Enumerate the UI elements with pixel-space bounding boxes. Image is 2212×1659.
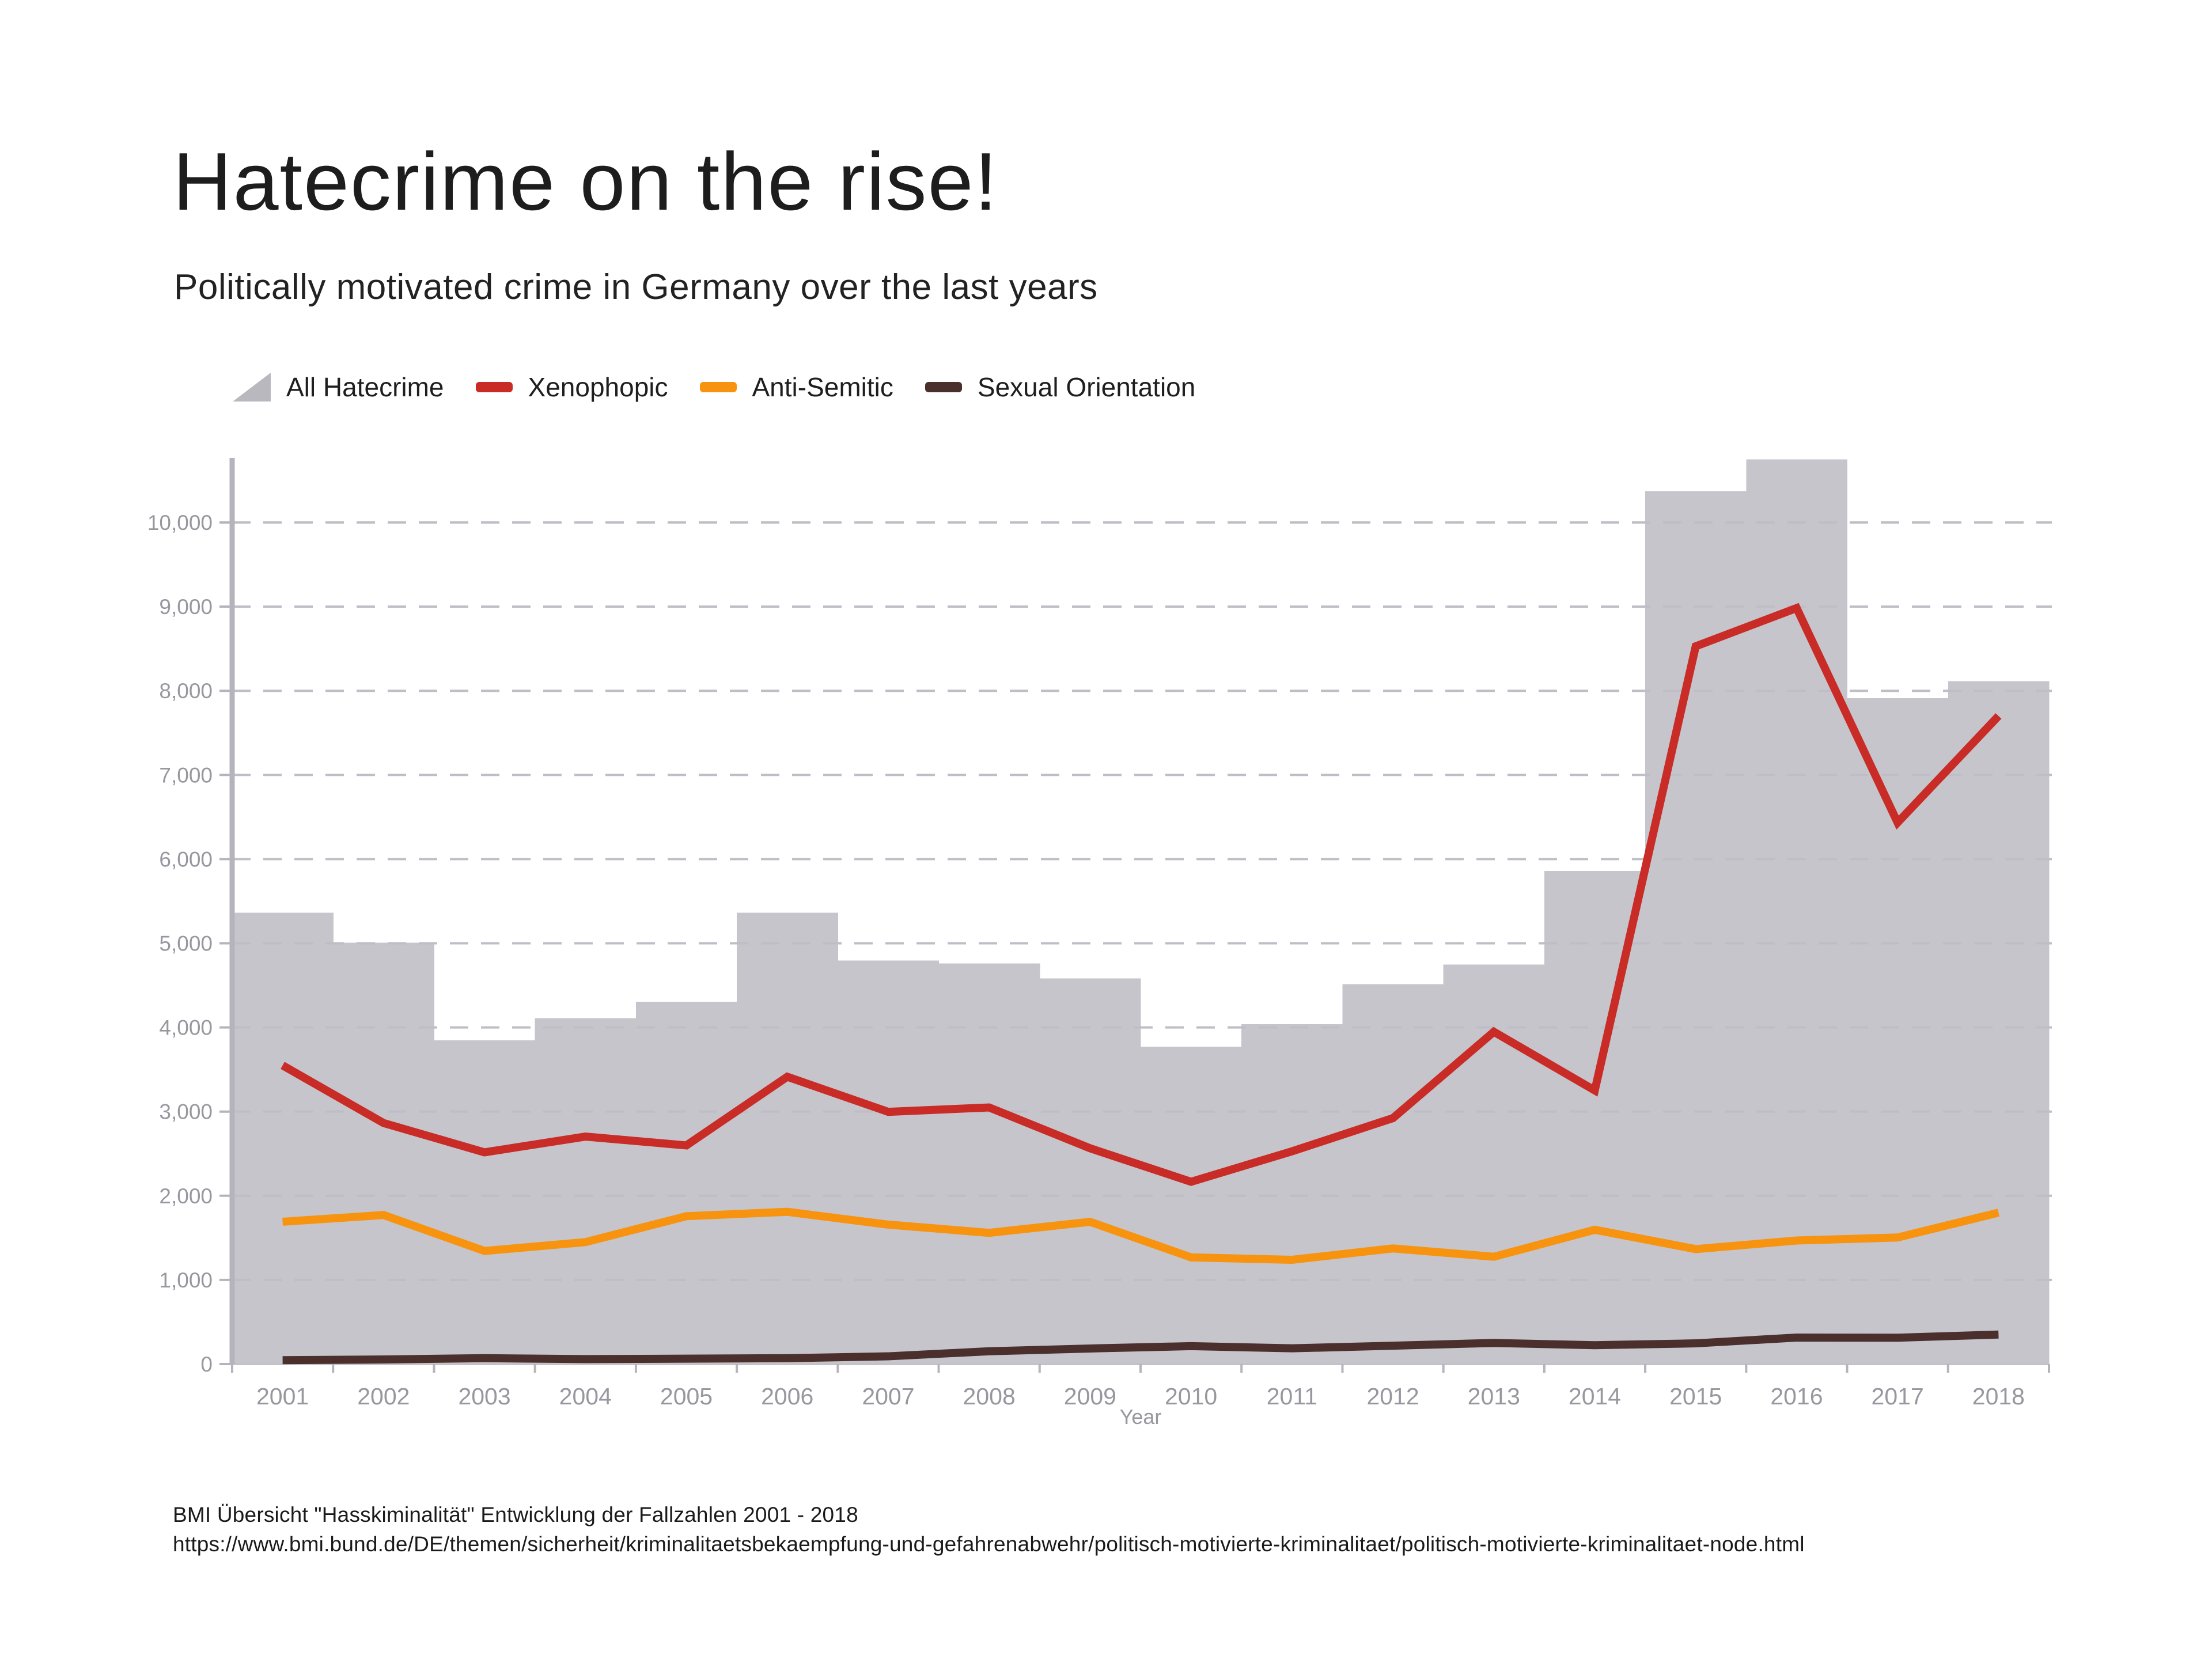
bar-2002 — [333, 942, 435, 1364]
anti-semitic-line — [282, 1207, 2000, 1264]
svg-text:2009: 2009 — [1064, 1383, 1116, 1410]
bar-2010 — [1141, 1047, 1242, 1364]
svg-text:2012: 2012 — [1366, 1383, 1419, 1410]
svg-text:2003: 2003 — [458, 1383, 510, 1410]
bar-2013 — [1443, 964, 1545, 1364]
sexual-orientation-line — [282, 1330, 1999, 1365]
source-line-1: BMI Übersicht "Hasskiminalität" Entwickl… — [173, 1503, 858, 1527]
legend-label-anti-semitic: Anti-Semitic — [752, 372, 893, 402]
legend-item-all-hatecrime: All Hatecrime — [233, 372, 444, 403]
legend-item-anti-semitic: Anti-Semitic — [699, 372, 893, 403]
bar-2011 — [1241, 1024, 1343, 1364]
svg-text:7,000: 7,000 — [159, 763, 213, 787]
y-axis-labels: 0 1,000 2,000 3,000 4,000 5,000 6,000 7,000 8,00… — [147, 511, 213, 1376]
svg-text:2008: 2008 — [963, 1383, 1016, 1410]
area-triangle-icon — [233, 373, 271, 402]
svg-text:5,000: 5,000 — [159, 932, 213, 956]
bar-2016 — [1746, 459, 1848, 1364]
svg-text:6,000: 6,000 — [159, 847, 213, 871]
svg-text:10,000: 10,000 — [147, 511, 213, 535]
svg-text:2,000: 2,000 — [159, 1184, 213, 1208]
svg-text:2016: 2016 — [1770, 1383, 1823, 1410]
svg-text:3,000: 3,000 — [159, 1100, 213, 1124]
bar-2012 — [1342, 984, 1444, 1364]
bar-2009 — [1039, 978, 1141, 1364]
svg-text:1,000: 1,000 — [159, 1268, 213, 1292]
svg-text:0: 0 — [200, 1353, 213, 1376]
line-swatch-icon — [925, 382, 962, 392]
xenophopic-line — [281, 603, 2002, 1186]
page-subtitle: Politically motivated crime in Germany o… — [174, 267, 1098, 307]
bar-2007 — [838, 960, 940, 1364]
svg-text:8,000: 8,000 — [159, 679, 213, 703]
all-hatecrime-bars — [232, 459, 2050, 1365]
svg-text:2018: 2018 — [1972, 1383, 2025, 1410]
bar-2008 — [938, 963, 1040, 1364]
hatecrime-chart: 0 1,000 2,000 3,000 4,000 5,000 6,000 7,000 8,00… — [147, 458, 2052, 1429]
legend-label-all-hatecrime: All Hatecrime — [286, 372, 444, 402]
bar-2015 — [1645, 491, 1747, 1365]
svg-text:2001: 2001 — [256, 1383, 309, 1410]
x-axis-title: Year — [1120, 1405, 1162, 1429]
bar-2006 — [737, 912, 838, 1364]
legend-item-sexual-orientation: Sexual Orientation — [925, 372, 1195, 403]
svg-text:2005: 2005 — [660, 1383, 713, 1410]
bar-2003 — [434, 1040, 536, 1364]
legend-label-xenophopic: Xenophopic — [528, 372, 668, 402]
gridlines — [232, 521, 2052, 1281]
x-axis-labels: 2001 2002 2003 2004 2005 2006 2007 2008 2009 2010… — [256, 1383, 2025, 1410]
svg-text:2002: 2002 — [357, 1383, 410, 1410]
svg-text:2006: 2006 — [761, 1383, 813, 1410]
line-swatch-icon — [475, 382, 513, 392]
bar-2004 — [535, 1018, 637, 1364]
svg-text:2017: 2017 — [1872, 1383, 1924, 1410]
line-swatch-icon — [699, 382, 737, 392]
source-note: BMI Übersicht "Hasskiminalität" Entwickl… — [173, 1500, 1805, 1559]
svg-text:2015: 2015 — [1669, 1383, 1722, 1410]
svg-text:2007: 2007 — [862, 1383, 914, 1410]
legend-item-xenophopic: Xenophopic — [475, 372, 668, 403]
bar-2001 — [232, 912, 334, 1364]
bar-2017 — [1847, 698, 1949, 1364]
bar-2005 — [635, 1001, 737, 1364]
svg-text:2010: 2010 — [1165, 1383, 1217, 1410]
source-line-2: https://www.bmi.bund.de/DE/themen/sicher… — [173, 1532, 1805, 1556]
svg-text:2004: 2004 — [559, 1383, 612, 1410]
svg-text:2014: 2014 — [1569, 1383, 1621, 1410]
bar-2018 — [1948, 681, 2050, 1364]
svg-text:2013: 2013 — [1468, 1383, 1520, 1410]
svg-text:4,000: 4,000 — [159, 1016, 213, 1040]
page-title: Hatecrime on the rise! — [173, 136, 999, 228]
svg-text:2011: 2011 — [1267, 1383, 1317, 1410]
axes — [219, 458, 2050, 1373]
legend: All Hatecrime Xenophopic Anti-Semitic Se… — [233, 369, 1195, 406]
legend-label-sexual-orientation: Sexual Orientation — [977, 372, 1196, 402]
svg-text:9,000: 9,000 — [159, 595, 213, 619]
